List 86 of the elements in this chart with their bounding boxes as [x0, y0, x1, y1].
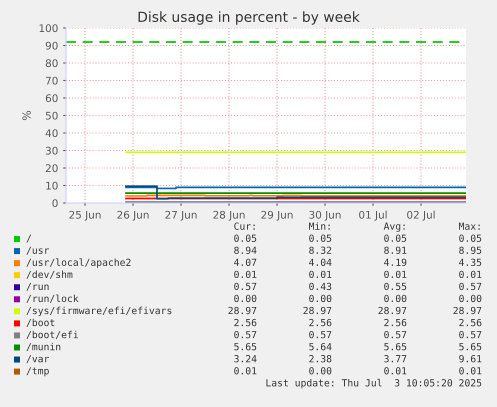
text: 28.97: [303, 306, 332, 314]
legend-label: /var: [26, 355, 50, 364]
text: 0.05: [234, 234, 256, 242]
legend-label: /usr/local/apache2: [26, 258, 131, 268]
text: Last update: Thu Jul 3 10:05:20 2025: [266, 378, 482, 388]
text: 4.35: [459, 258, 482, 266]
legend-label: /boot: [26, 318, 54, 328]
text: 4.07: [234, 258, 256, 266]
text: 2.56: [234, 318, 256, 326]
y-axis-title: %: [22, 110, 31, 120]
text: 0.57: [234, 282, 256, 290]
y-tick-label: 50: [46, 112, 58, 120]
text: Min:: [308, 222, 330, 230]
y-tick-label: 10: [46, 182, 58, 190]
text: 9.61: [459, 355, 482, 362]
text: 28.97: [453, 306, 482, 314]
text: 0.55: [384, 282, 406, 290]
text: 0.57: [309, 330, 332, 338]
legend-label: /dev/shm: [26, 270, 72, 279]
legend-label: /: [26, 234, 32, 243]
text: 8.32: [309, 246, 332, 254]
text: 3.77: [384, 355, 406, 362]
text: 0.00: [309, 294, 332, 302]
legend-label: /tmp: [26, 367, 49, 376]
text: 5.65: [384, 342, 406, 350]
text: 3.24: [234, 355, 257, 362]
text: 0.00: [234, 294, 256, 302]
x-tick-label: 27 Jun: [165, 210, 197, 221]
text: 8.91: [384, 246, 406, 254]
text: 0.57: [384, 330, 406, 338]
text: 4.19: [384, 258, 406, 266]
y-tick-label: 90: [46, 42, 58, 50]
x-tick-label: 26 Jun: [117, 210, 149, 221]
legend-label: /usr: [26, 246, 50, 255]
text: 5.64: [309, 342, 332, 350]
y-tick-label: 40: [46, 129, 58, 138]
legend-label: /sys/firmware/efi/efivars: [26, 306, 172, 316]
text: 4.04: [309, 258, 332, 266]
text: 0.05: [384, 234, 406, 242]
text: 0.01: [459, 270, 482, 278]
text: 5.65: [459, 342, 482, 350]
text: 8.94: [234, 246, 257, 254]
text: Avg:: [384, 222, 405, 232]
text: 0.00: [459, 294, 482, 302]
x-tick-label: 29 Jun: [261, 210, 293, 221]
text: 5.65: [234, 342, 256, 350]
y-tick-label: 80: [46, 59, 58, 68]
text: 0.01: [234, 367, 256, 374]
text: 0.01: [234, 270, 256, 278]
legend-label: /boot/efi: [26, 330, 78, 340]
x-tick-label: 01 Jul: [359, 210, 387, 221]
text: 0.57: [234, 330, 256, 338]
text: 0.00: [384, 294, 406, 302]
text: 28.97: [228, 306, 256, 314]
legend-label: /run/lock: [26, 294, 79, 303]
y-tick-label: 70: [46, 76, 58, 85]
text: 8.95: [459, 246, 482, 254]
text: 0.05: [309, 234, 332, 242]
y-tick-label: 20: [46, 164, 58, 172]
text: Cur:: [234, 222, 255, 230]
text: 0.01: [384, 367, 406, 374]
y-tick-label: 60: [46, 94, 58, 102]
text: 28.97: [378, 306, 406, 314]
text: 2.56: [459, 318, 482, 326]
legend-label: /munin: [26, 342, 60, 352]
text: 0.57: [459, 282, 482, 290]
text: 2.56: [384, 318, 406, 326]
text: 0.00: [309, 367, 332, 374]
text: 0.43: [309, 282, 332, 290]
y-tick-label: 0: [52, 199, 58, 208]
text: 0.57: [459, 330, 482, 338]
text: 2.56: [309, 318, 332, 326]
x-tick-label: 25 Jun: [69, 210, 101, 221]
text: 0.01: [384, 270, 406, 278]
y-tick-label: 100: [40, 24, 58, 32]
text: 0.01: [459, 367, 482, 374]
y-tick-label: 30: [46, 146, 58, 155]
text: 2.38: [309, 355, 332, 362]
x-tick-label: 02 Jul: [407, 210, 435, 221]
text: Max:: [458, 222, 480, 230]
legend-label: /run: [26, 282, 49, 291]
chart-title: Disk usage in percent - by week: [138, 11, 360, 25]
text: 0.01: [309, 270, 332, 278]
x-tick-label: 30 Jun: [309, 210, 341, 221]
x-tick-label: 28 Jun: [213, 210, 245, 221]
text: 0.05: [459, 234, 482, 242]
